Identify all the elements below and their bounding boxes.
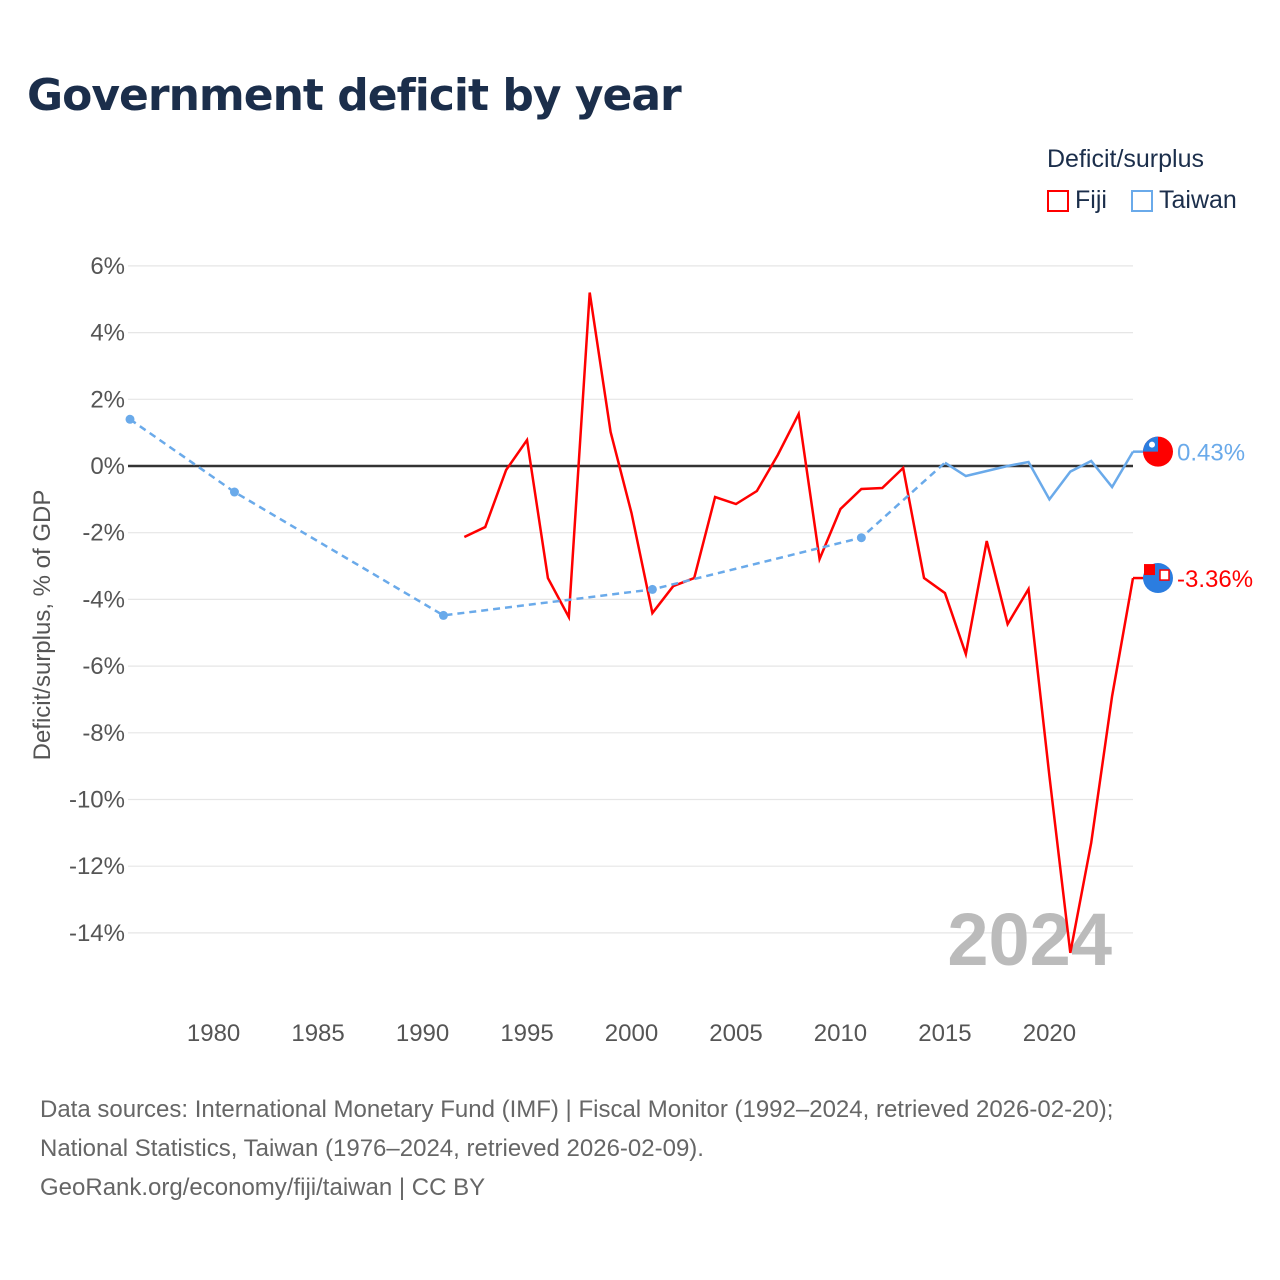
y-tick-label: 6% (90, 253, 125, 280)
taiwan-line (944, 451, 1135, 502)
legend-swatch-taiwan (1131, 189, 1153, 212)
footer-sources-line1: Data sources: International Monetary Fun… (40, 1096, 1114, 1123)
flag-sun (1149, 441, 1155, 448)
x-tick-label: 2020 (1023, 1020, 1076, 1047)
legend-title: Deficit/surplus (1047, 145, 1204, 173)
y-tick-label: 0% (90, 453, 125, 480)
taiwan-data-point (125, 414, 135, 424)
y-tick-label: -14% (69, 920, 125, 947)
legend-swatch-fiji (1047, 189, 1069, 212)
year-watermark: 2024 (947, 898, 1112, 981)
x-tick-label: 1995 (500, 1020, 553, 1047)
y-tick-label: -4% (82, 586, 125, 613)
y-tick-label: -10% (69, 787, 125, 814)
x-tick-label: 1980 (187, 1020, 240, 1047)
y-tick-label: -12% (69, 853, 125, 880)
y-axis-label: Deficit/surplus, % of GDP (29, 490, 56, 761)
taiwan-data-point (856, 533, 866, 543)
fiji-line (463, 292, 1135, 954)
x-tick-label: 1990 (396, 1020, 449, 1047)
flag-shield (1159, 569, 1170, 581)
y-tick-label: -6% (82, 653, 125, 680)
fiji-flag-icon (1143, 563, 1173, 594)
footer-credit[interactable]: GeoRank.org/economy/fiji/taiwan | CC BY (40, 1174, 486, 1201)
flag-union-jack (1144, 564, 1155, 576)
taiwan-data-point (438, 610, 448, 620)
y-tick-label: -8% (82, 720, 125, 747)
taiwan-data-point (229, 487, 239, 497)
chart-title: Government deficit by year (27, 70, 682, 121)
footer-sources-line2: National Statistics, Taiwan (1976–2024, … (40, 1135, 704, 1162)
legend-label-taiwan: Taiwan (1159, 186, 1237, 214)
x-tick-label: 2005 (709, 1020, 762, 1047)
y-tick-label: 4% (90, 320, 125, 347)
footer: Data sources: International Monetary Fun… (40, 1090, 1113, 1207)
x-tick-label: 2010 (814, 1020, 867, 1047)
taiwan-data-point (647, 584, 657, 594)
x-tick-label: 2015 (918, 1020, 971, 1047)
y-tick-label: 2% (90, 386, 125, 413)
y-tick-label: -2% (82, 520, 125, 547)
x-tick-label: 1985 (291, 1020, 344, 1047)
taiwan-end-label: 0.43% (1177, 440, 1245, 467)
taiwan-flag-icon (1143, 436, 1173, 467)
fiji-end-label: -3.36% (1177, 566, 1253, 593)
x-tick-label: 2000 (605, 1020, 658, 1047)
legend-label-fiji: Fiji (1075, 186, 1107, 214)
legend-item-taiwan[interactable]: Taiwan (1131, 186, 1237, 215)
legend-item-fiji[interactable]: Fiji (1047, 186, 1107, 215)
